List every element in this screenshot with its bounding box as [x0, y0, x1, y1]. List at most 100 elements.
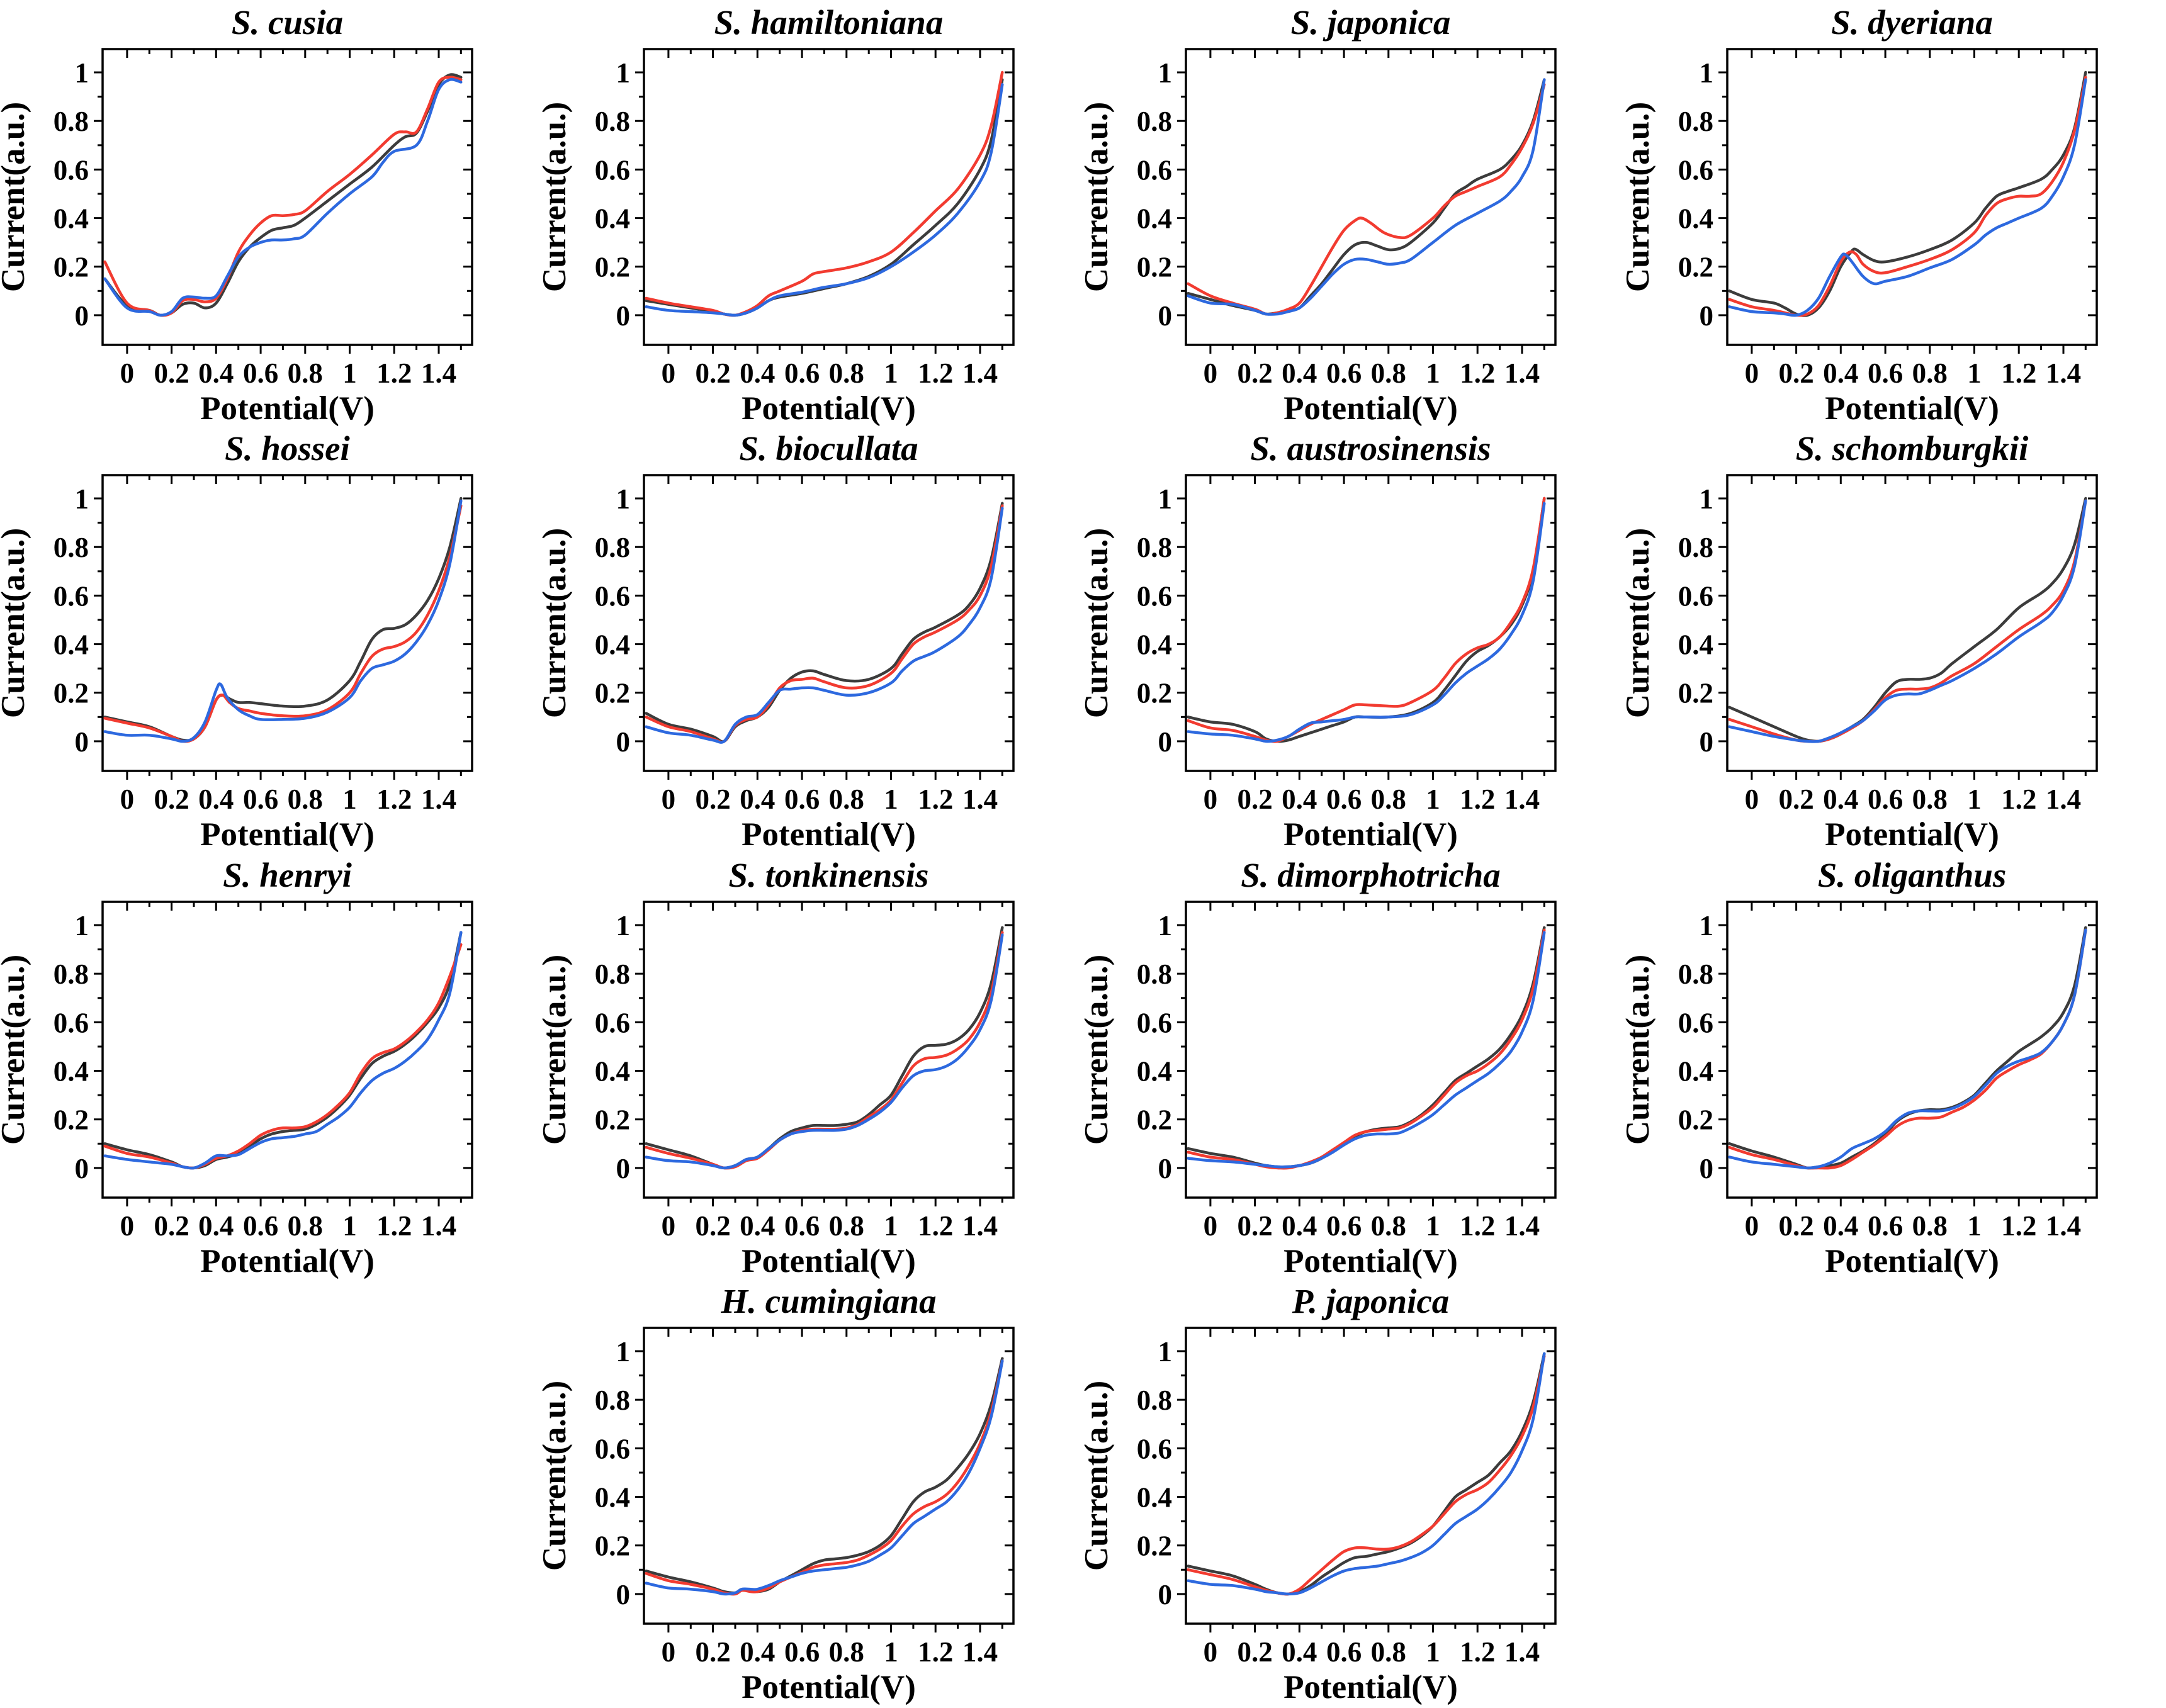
plot-box [643, 474, 1015, 772]
x-tick-label: 0.6 [1868, 1210, 1903, 1242]
y-tick-label: 1 [1699, 57, 1713, 89]
x-tick-label: 0.4 [1823, 784, 1858, 815]
y-tick-label: 0.4 [54, 1055, 89, 1087]
x-tick-label: 1.2 [2001, 357, 2036, 389]
y-tick-label: 0 [75, 726, 89, 758]
chart-title: P. japonica [1291, 1282, 1449, 1320]
chart-s-hamiltoniana: S. hamiltoniana 0 0.2 0.4 0.6 0.8 1 1.2 1.4 0 0.2… [536, 0, 1083, 427]
axis-ticks [635, 901, 1014, 1206]
x-tick-label: 0.4 [1282, 357, 1317, 389]
x-tick-label: 0.8 [1370, 784, 1406, 815]
axis-ticks [1176, 901, 1555, 1206]
chart-title: S. hamiltoniana [714, 3, 944, 42]
x-tick-label: 1 [1426, 1636, 1440, 1668]
chart-svg: S. biocullata 0 0.2 0.4 0.6 0.8 1 1.2 1.4 0 0.2 0.… [536, 429, 1015, 853]
y-tick-label: 1 [1158, 1336, 1172, 1368]
chart-s-dimorphotricha: S. dimorphotricha 0 0.2 0.4 0.6 0.8 1 1.2 1.4 0 0… [1078, 853, 1625, 1279]
x-tick-label: 0.2 [1237, 1636, 1272, 1668]
axis-ticks [94, 475, 472, 780]
chart-svg: S. tonkinensis 0 0.2 0.4 0.6 0.8 1 1.2 1.4 0 0.2 0… [536, 856, 1015, 1279]
x-axis-label: Potential(V) [200, 816, 375, 852]
x-tick-label: 1.2 [376, 784, 412, 815]
chart-svg: S. dimorphotricha 0 0.2 0.4 0.6 0.8 1 1.2 1.400… [1078, 856, 1557, 1279]
y-tick-label: 0 [75, 1152, 89, 1184]
chart-s-hossei: S. hossei 0 0.2 0.4 0.6 0.8 1 1.2 1.4 0 0.2 0.4 0.6… [0, 426, 541, 853]
y-tick-label: 0.6 [1136, 154, 1171, 186]
x-tick-label: 0.6 [1326, 1636, 1361, 1668]
y-tick-label: 1 [1158, 910, 1172, 941]
chart-title: H. cumingiana [721, 1282, 937, 1320]
y-tick-label: 1 [75, 483, 89, 515]
chart-svg: S. hossei 0 0.2 0.4 0.6 0.8 1 1.2 1.4 0 0.2 0.4 0.6… [0, 429, 473, 853]
chart-s-oliganthus: S. oliganthus 0 0.2 0.4 0.6 0.8 1 1.2 1.4 0 0.2 0.… [1620, 853, 2166, 1279]
chart-s-japonica: S. japonica 0 0.2 0.4 0.6 0.8 1 1.2 1.4 0 0.2 0.4 0… [1078, 0, 1625, 427]
x-tick-label: 1.4 [421, 357, 456, 389]
x-tick-label: 0.8 [1370, 357, 1406, 389]
scan-red-curve [645, 930, 1004, 1169]
x-tick-label: 0.8 [288, 784, 323, 815]
y-tick-label: 0.4 [595, 629, 630, 661]
y-tick-label: 0.6 [595, 1007, 630, 1038]
x-tick-label: 0 [662, 357, 676, 389]
chart-svg: S. austrosinensis 0 0.2 0.4 0.6 0.8 1 1.2 1.400… [1078, 429, 1557, 853]
chart-svg: S. hamiltoniana 0 0.2 0.4 0.6 0.8 1 1.2 1.4 0 0.2… [536, 3, 1015, 427]
x-tick-label: 0.8 [829, 784, 864, 815]
y-axis-label: Current(a.u.) [541, 528, 573, 718]
y-tick-label: 0.4 [1136, 629, 1171, 661]
y-tick-label: 0.8 [1136, 1385, 1171, 1416]
x-tick-label: 0.6 [784, 1210, 820, 1242]
scan-black-curve [1187, 1352, 1546, 1595]
y-tick-label: 0.6 [595, 1433, 630, 1464]
axis-ticks [94, 49, 472, 354]
x-tick-label: 0.2 [696, 357, 731, 389]
scan-blue-curve [1728, 78, 2087, 317]
scan-blue-curve [1728, 499, 2087, 743]
scan-blue-curve [1187, 1352, 1546, 1595]
scan-red-curve [1187, 83, 1546, 316]
x-axis-label: Potential(V) [1825, 1243, 1999, 1279]
chart-s-biocullata: S. biocullata 0 0.2 0.4 0.6 0.8 1 1.2 1.4 0 0.2 0.… [536, 426, 1083, 853]
y-tick-label: 0.6 [1678, 1007, 1713, 1038]
y-tick-label: 1 [616, 483, 631, 515]
x-tick-label: 0.6 [1326, 784, 1361, 815]
x-tick-label: 0.6 [1868, 357, 1903, 389]
x-tick-label: 1.4 [1504, 784, 1539, 815]
x-tick-label: 0.2 [1237, 1210, 1272, 1242]
x-tick-label: 1 [1967, 1210, 1982, 1242]
y-axis-label: Current(a.u.) [541, 954, 573, 1144]
chart-title: S. schomburgkii [1795, 429, 2029, 468]
x-tick-label: 0.8 [1370, 1210, 1406, 1242]
x-tick-label: 1 [342, 1210, 357, 1242]
x-axis-label: Potential(V) [1283, 816, 1458, 852]
plot-box [1184, 474, 1557, 772]
scan-black-curve [645, 502, 1004, 743]
y-axis-label: Current(a.u.) [1083, 102, 1115, 292]
x-tick-label: 1 [1967, 784, 1982, 815]
x-tick-label: 1 [342, 357, 357, 389]
y-tick-label: 0.6 [1678, 581, 1713, 612]
scan-blue-curve [1187, 502, 1546, 743]
x-tick-label: 1.4 [962, 784, 998, 815]
chart-svg: S. japonica 0 0.2 0.4 0.6 0.8 1 1.2 1.4 0 0.2 0.4 0… [1078, 3, 1557, 427]
chart-title: S. dyeriana [1831, 3, 1993, 42]
axis-ticks [635, 475, 1014, 780]
x-tick-label: 0.2 [154, 1210, 189, 1242]
x-tick-label: 1.2 [1460, 784, 1495, 815]
x-tick-label: 1 [1426, 1210, 1440, 1242]
y-tick-label: 1 [616, 910, 631, 941]
y-tick-label: 0.6 [1136, 1433, 1171, 1464]
x-tick-label: 1.2 [376, 357, 412, 389]
y-tick-label: 0.2 [54, 1104, 89, 1135]
scan-blue-curve [645, 933, 1004, 1169]
y-tick-label: 0.4 [1136, 203, 1171, 235]
x-tick-label: 1 [884, 1636, 899, 1668]
y-tick-label: 0.6 [1136, 1007, 1171, 1038]
y-tick-label: 0.2 [1678, 252, 1713, 283]
scan-black-curve [103, 497, 463, 743]
y-axis-label: Current(a.u.) [541, 102, 573, 292]
scan-red-curve [103, 943, 463, 1169]
y-tick-label: 0.2 [54, 678, 89, 709]
y-tick-label: 0.4 [54, 629, 89, 661]
y-tick-label: 0.4 [54, 203, 89, 235]
